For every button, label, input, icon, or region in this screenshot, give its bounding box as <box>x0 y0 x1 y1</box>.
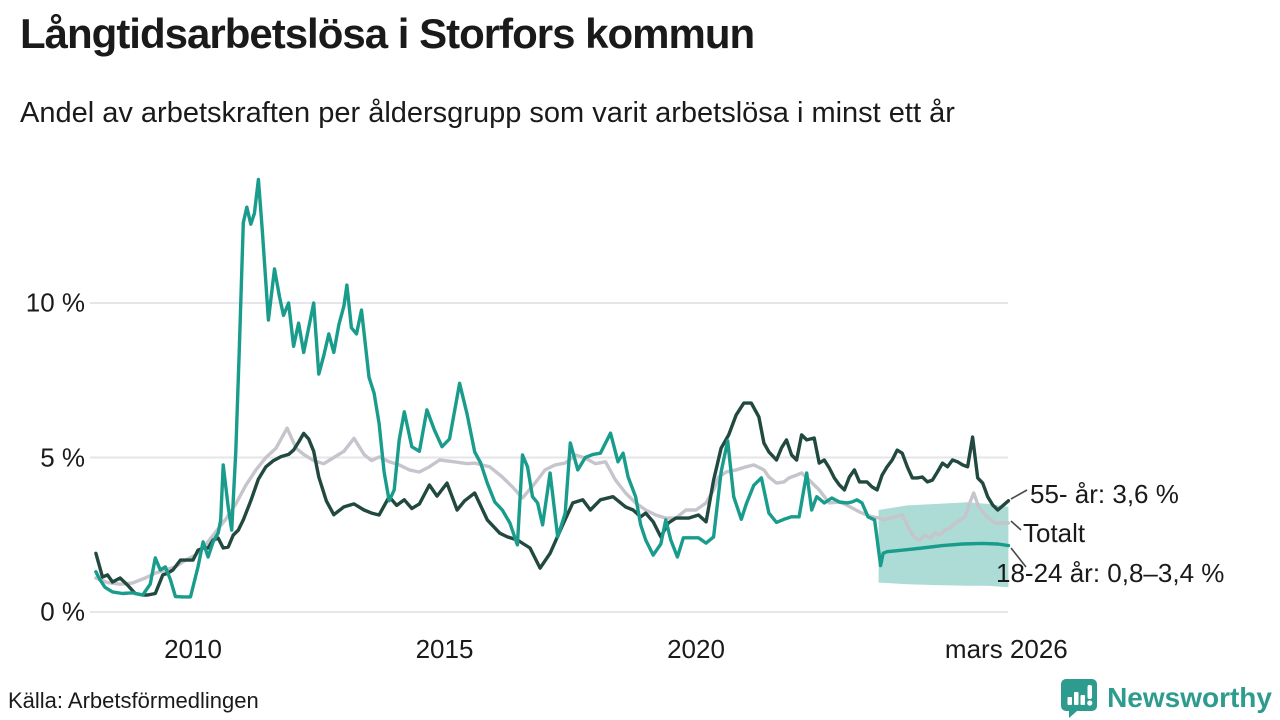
branding: Newsworthy <box>1060 678 1272 718</box>
series-label-55-ar: 55- år: 3,6 % <box>1030 479 1179 509</box>
series-line-55-r <box>94 401 1011 597</box>
y-tick-10: 10 % <box>25 287 85 318</box>
branding-name: Newsworthy <box>1107 682 1272 713</box>
series-label-18-24-ar: 18-24 år: 0,8–3,4 % <box>996 558 1225 588</box>
page-subtitle: Andel av arbetskraften per åldersgrupp s… <box>20 97 955 129</box>
leader-18-24-ar <box>1010 547 1027 568</box>
y-tick-5: 5 % <box>40 442 85 472</box>
leader-55-ar <box>1010 489 1028 500</box>
x-tick-2010: 2010 <box>164 634 222 664</box>
leader-totalt <box>1010 520 1022 531</box>
y-tick-0: 0 % <box>40 596 85 627</box>
x-tick-2015: 2015 <box>415 634 474 664</box>
newsworthy-logo-icon <box>1061 679 1098 718</box>
page-title: Långtidsarbetslösa i Storfors kommun <box>20 10 755 57</box>
series-line-totalt <box>94 426 1011 586</box>
series-line-18-24-r <box>94 177 1011 599</box>
x-tick-2020: 2020 <box>667 634 725 664</box>
series-label-totalt: Totalt <box>1023 518 1086 548</box>
x-tick-mars-2026: mars 2026 <box>944 634 1068 664</box>
source-note: Källa: Arbetsförmedlingen <box>8 688 259 713</box>
